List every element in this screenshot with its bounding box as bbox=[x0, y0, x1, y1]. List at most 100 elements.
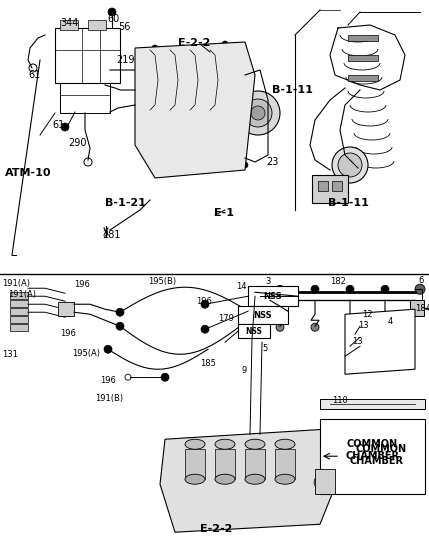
Bar bbox=[238, 306, 288, 324]
Circle shape bbox=[381, 323, 389, 331]
Circle shape bbox=[324, 476, 336, 488]
Text: B-1-11: B-1-11 bbox=[328, 198, 369, 208]
Text: B-1-21: B-1-21 bbox=[105, 198, 146, 208]
Bar bbox=[88, 20, 106, 30]
Text: 61: 61 bbox=[52, 120, 64, 130]
Circle shape bbox=[161, 373, 169, 381]
Bar bbox=[248, 286, 298, 306]
Polygon shape bbox=[160, 429, 340, 532]
Circle shape bbox=[235, 47, 241, 53]
Bar bbox=[348, 75, 378, 81]
Text: E-2-2: E-2-2 bbox=[178, 38, 210, 48]
Bar bbox=[60, 83, 110, 113]
Polygon shape bbox=[135, 42, 255, 178]
Text: NSS: NSS bbox=[264, 292, 282, 301]
Text: 191(A): 191(A) bbox=[8, 290, 36, 299]
Text: 191(B): 191(B) bbox=[95, 394, 123, 403]
Text: 6: 6 bbox=[418, 276, 423, 285]
Bar bbox=[185, 449, 205, 479]
Circle shape bbox=[415, 284, 425, 294]
Circle shape bbox=[137, 52, 143, 58]
Bar bbox=[318, 181, 328, 191]
Circle shape bbox=[276, 323, 284, 331]
Ellipse shape bbox=[275, 439, 295, 449]
Bar bbox=[348, 35, 378, 41]
Text: 219: 219 bbox=[116, 55, 135, 65]
Bar bbox=[10, 324, 28, 331]
Text: CHAMBER: CHAMBER bbox=[350, 456, 404, 466]
Text: 344: 344 bbox=[60, 18, 79, 28]
Text: 13: 13 bbox=[358, 321, 369, 330]
Text: 195(A): 195(A) bbox=[72, 349, 100, 358]
Text: ATM-10: ATM-10 bbox=[5, 168, 51, 178]
Circle shape bbox=[104, 345, 112, 353]
Bar bbox=[238, 324, 270, 338]
Circle shape bbox=[236, 91, 280, 135]
Text: 196: 196 bbox=[100, 376, 116, 385]
Text: NSS: NSS bbox=[254, 311, 272, 320]
Circle shape bbox=[167, 167, 173, 173]
Circle shape bbox=[251, 106, 265, 120]
Bar bbox=[315, 469, 335, 494]
Text: 185: 185 bbox=[200, 359, 216, 368]
Polygon shape bbox=[345, 309, 415, 375]
Circle shape bbox=[116, 322, 124, 330]
Text: 60: 60 bbox=[107, 14, 119, 24]
Text: 196: 196 bbox=[196, 297, 212, 306]
Bar bbox=[312, 175, 348, 203]
Circle shape bbox=[311, 285, 319, 293]
Text: 182: 182 bbox=[330, 277, 346, 286]
Circle shape bbox=[332, 147, 368, 183]
Ellipse shape bbox=[215, 474, 235, 484]
Text: 4: 4 bbox=[388, 317, 393, 326]
Circle shape bbox=[201, 325, 209, 333]
Circle shape bbox=[242, 162, 248, 168]
Ellipse shape bbox=[245, 474, 265, 484]
Text: E-1: E-1 bbox=[214, 208, 234, 218]
Text: CHAMBER: CHAMBER bbox=[345, 451, 399, 461]
Text: NSS: NSS bbox=[245, 327, 263, 336]
Ellipse shape bbox=[275, 474, 295, 484]
Bar bbox=[410, 300, 424, 316]
Text: 9: 9 bbox=[242, 366, 247, 375]
Circle shape bbox=[201, 300, 209, 308]
Circle shape bbox=[222, 41, 228, 47]
Ellipse shape bbox=[185, 474, 205, 484]
Circle shape bbox=[381, 285, 389, 293]
Circle shape bbox=[116, 308, 124, 316]
Text: 13: 13 bbox=[352, 337, 363, 346]
Text: 14: 14 bbox=[236, 282, 247, 291]
Bar bbox=[58, 302, 74, 316]
Text: 196: 196 bbox=[74, 280, 90, 289]
Bar bbox=[320, 399, 425, 409]
Circle shape bbox=[338, 153, 362, 177]
Bar bbox=[320, 419, 425, 494]
Circle shape bbox=[61, 123, 69, 131]
Text: 196: 196 bbox=[60, 329, 76, 338]
Text: COMMON: COMMON bbox=[355, 444, 406, 454]
Circle shape bbox=[152, 152, 158, 158]
Circle shape bbox=[244, 99, 272, 127]
Circle shape bbox=[314, 476, 326, 488]
Text: 56: 56 bbox=[118, 22, 130, 32]
Circle shape bbox=[346, 285, 354, 293]
Ellipse shape bbox=[245, 439, 265, 449]
Text: 184: 184 bbox=[415, 304, 429, 313]
Bar bbox=[10, 316, 28, 323]
Text: 3: 3 bbox=[265, 277, 270, 286]
Text: 281: 281 bbox=[102, 230, 121, 240]
Text: 195(B): 195(B) bbox=[148, 277, 176, 286]
Circle shape bbox=[311, 323, 319, 331]
Circle shape bbox=[346, 323, 354, 331]
Text: 110: 110 bbox=[332, 396, 348, 405]
Text: 5: 5 bbox=[262, 344, 267, 353]
Ellipse shape bbox=[185, 439, 205, 449]
Text: 12: 12 bbox=[362, 310, 372, 319]
Bar bbox=[10, 292, 28, 299]
Text: 23: 23 bbox=[266, 157, 278, 167]
Circle shape bbox=[152, 45, 158, 51]
Bar bbox=[245, 449, 265, 479]
Bar bbox=[332, 181, 342, 191]
Bar bbox=[55, 28, 120, 83]
Bar bbox=[60, 20, 78, 30]
